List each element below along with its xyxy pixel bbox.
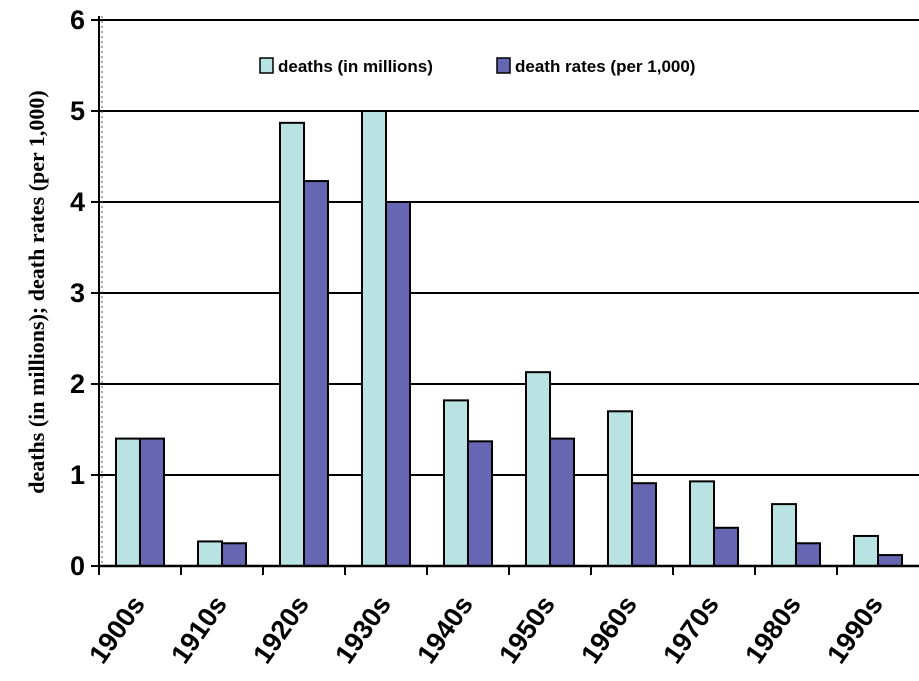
bar-death-rates-1980s <box>795 542 821 567</box>
bar-death-rates-1910s <box>221 542 247 567</box>
y-tick-label-4: 4 <box>70 187 85 217</box>
bar-death-rates-1940s <box>467 440 493 567</box>
bar-death-rates-1960s <box>631 482 657 567</box>
legend-label-deaths: deaths (in millions) <box>278 57 433 76</box>
x-tick-label-1990s: 1990s <box>821 590 889 669</box>
y-tick-label-6: 6 <box>70 5 85 35</box>
bar-death-rates-1950s <box>549 437 575 568</box>
legend: deaths (in millions) death rates (per 1,… <box>259 57 695 76</box>
legend-swatch-deaths <box>259 57 274 74</box>
bar-death-rates-1930s <box>385 201 411 567</box>
bar-deaths-1950s <box>525 371 551 568</box>
bar-deaths-1920s <box>279 121 305 568</box>
x-tick-label-1900s: 1900s <box>83 590 151 669</box>
tick-labels: 0 1 2 3 4 5 6 1900s 1910s 1920s 1930s 1940s 1950s 196… <box>70 5 889 669</box>
bar-deaths-1940s <box>443 399 469 567</box>
x-tick-label-1960s: 1960s <box>575 590 643 669</box>
bar-deaths-1900s <box>115 437 141 568</box>
y-tick-label-2: 2 <box>70 369 85 399</box>
y-tick-label-0: 0 <box>70 551 85 581</box>
x-tick-label-1940s: 1940s <box>411 590 479 669</box>
y-tick-label-3: 3 <box>70 278 85 308</box>
x-tick-label-1920s: 1920s <box>247 590 315 669</box>
x-tick-label-1970s: 1970s <box>657 590 725 669</box>
x-tick-label-1930s: 1930s <box>329 590 397 669</box>
x-tick-label-1980s: 1980s <box>739 590 807 669</box>
bar-death-rates-1900s <box>139 437 165 568</box>
y-tick-label-1: 1 <box>70 460 85 490</box>
x-tick-label-1950s: 1950s <box>493 590 561 669</box>
bar-deaths-1960s <box>607 410 633 567</box>
bar-death-rates-1990s <box>877 554 903 568</box>
bar-deaths-1990s <box>853 534 879 567</box>
y-tick-label-5: 5 <box>70 96 85 126</box>
bars <box>115 110 903 568</box>
x-tick-label-1910s: 1910s <box>165 590 233 669</box>
y-axis-label: deaths (in millions); death rates (per 1… <box>24 90 49 494</box>
bar-deaths-1930s <box>361 110 387 567</box>
bar-death-rates-1920s <box>303 180 329 567</box>
axes <box>91 16 919 575</box>
bar-deaths-1980s <box>771 503 797 567</box>
bar-deaths-1910s <box>197 540 223 567</box>
bar-death-rates-1970s <box>713 526 739 568</box>
bar-deaths-1970s <box>689 480 715 567</box>
gridlines <box>99 19 919 476</box>
legend-swatch-death-rates <box>496 57 511 74</box>
legend-label-death-rates: death rates (per 1,000) <box>515 57 695 76</box>
